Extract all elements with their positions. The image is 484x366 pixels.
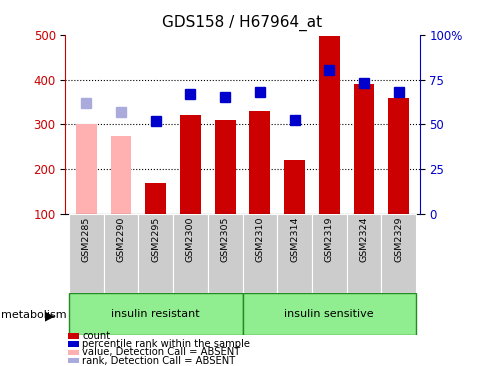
Bar [104, 214, 138, 293]
Text: metabolism: metabolism [1, 310, 66, 321]
Bar [318, 36, 339, 214]
Text: GSM2329: GSM2329 [393, 216, 402, 262]
Bar [180, 116, 200, 214]
Bar [173, 214, 207, 293]
Text: GSM2300: GSM2300 [185, 216, 195, 262]
Bar [110, 136, 131, 214]
Bar [277, 214, 311, 293]
Bar [76, 124, 96, 214]
Text: GSM2285: GSM2285 [82, 216, 91, 262]
Text: GSM2324: GSM2324 [359, 216, 368, 262]
Bar [388, 98, 408, 214]
Bar [380, 214, 415, 293]
Bar [311, 214, 346, 293]
Bar [69, 214, 104, 293]
Text: value, Detection Call = ABSENT: value, Detection Call = ABSENT [82, 347, 240, 358]
Text: rank, Detection Call = ABSENT: rank, Detection Call = ABSENT [82, 355, 235, 366]
Bar [207, 214, 242, 293]
Bar [346, 214, 380, 293]
Bar [242, 293, 415, 335]
Text: insulin sensitive: insulin sensitive [284, 309, 373, 319]
Text: insulin resistant: insulin resistant [111, 309, 199, 319]
Text: GSM2314: GSM2314 [289, 216, 299, 262]
Bar [69, 293, 242, 335]
Bar [145, 183, 166, 214]
Text: count: count [82, 331, 110, 341]
Text: percentile rank within the sample: percentile rank within the sample [82, 339, 250, 350]
Text: GSM2310: GSM2310 [255, 216, 264, 262]
Bar [284, 160, 304, 214]
Bar [214, 120, 235, 214]
Bar [138, 214, 173, 293]
Text: GSM2290: GSM2290 [116, 216, 125, 262]
Text: GSM2295: GSM2295 [151, 216, 160, 262]
Bar [242, 214, 277, 293]
Text: ▶: ▶ [45, 309, 55, 322]
Bar [353, 84, 374, 214]
Bar [249, 111, 270, 214]
Text: GDS158 / H67964_at: GDS158 / H67964_at [162, 15, 322, 31]
Text: GSM2305: GSM2305 [220, 216, 229, 262]
Text: GSM2319: GSM2319 [324, 216, 333, 262]
